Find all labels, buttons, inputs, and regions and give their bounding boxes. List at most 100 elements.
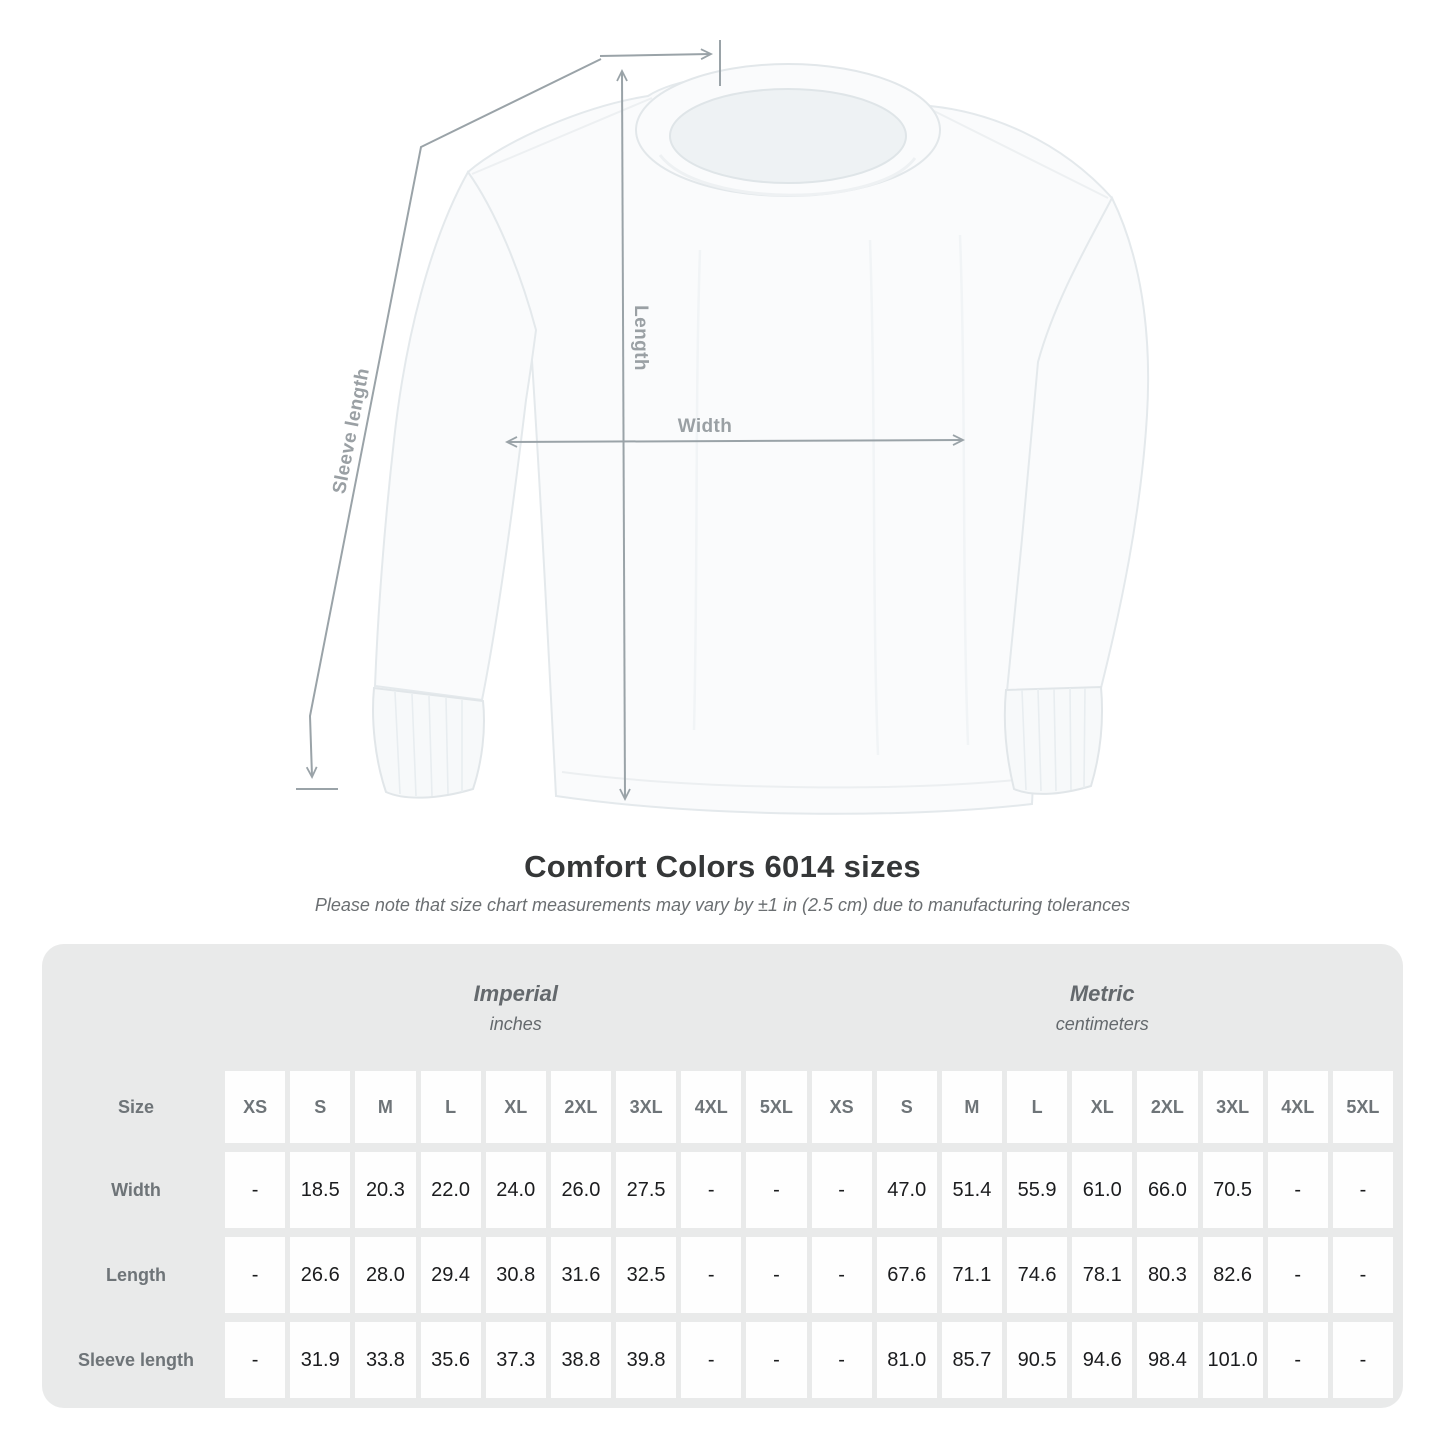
size-column-header: Size — [117, 1096, 155, 1117]
measurement-cell-imperial: 27.5 — [616, 1152, 677, 1228]
measurement-cell-imperial: 31.9 — [290, 1322, 351, 1398]
measurement-cell-imperial: - — [746, 1152, 807, 1228]
measurement-cell-imperial: 20.3 — [355, 1152, 416, 1228]
left-sleeve — [373, 170, 538, 702]
metric-label: Metric — [1069, 981, 1135, 1006]
measurement-cell-metric: 70.5 — [1202, 1152, 1263, 1228]
measurement-cell-metric: - — [1267, 1322, 1328, 1398]
measurement-cell-metric: 94.6 — [1072, 1322, 1133, 1398]
size-header-metric-l: L — [1007, 1071, 1068, 1143]
measurement-cell-metric: - — [811, 1152, 872, 1228]
size-header-imperial-3xl: 3XL — [616, 1071, 677, 1143]
wrinkle-line — [692, 249, 702, 731]
measurement-cell-imperial: - — [225, 1152, 286, 1228]
measurement-cell-imperial: 32.5 — [616, 1237, 677, 1313]
measurement-cell-metric: 80.3 — [1137, 1237, 1198, 1313]
measurement-cell-imperial: 35.6 — [420, 1322, 481, 1398]
measurement-cell-imperial: 26.0 — [550, 1152, 611, 1228]
right-cuff — [1003, 685, 1103, 795]
measurement-cell-metric: 85.7 — [941, 1322, 1002, 1398]
measurement-cell-metric: 47.0 — [876, 1152, 937, 1228]
right-cuff-ribbing — [1021, 687, 1086, 792]
measurement-cell-imperial: 33.8 — [355, 1322, 416, 1398]
size-table: Imperial inches Metric centimeters Size X… — [42, 944, 1403, 1408]
size-header-metric-5xl: 5XL — [1332, 1071, 1393, 1143]
measurement-cell-imperial: - — [681, 1322, 742, 1398]
left-cuff — [372, 686, 485, 799]
measurement-cell-metric: 61.0 — [1072, 1152, 1133, 1228]
collar-shadow — [658, 154, 917, 197]
neck-offset-line — [599, 54, 710, 56]
row-label: Width — [111, 1179, 161, 1200]
measurement-cell-metric: 81.0 — [876, 1322, 937, 1398]
imperial-unit-header: Imperial inches — [225, 954, 807, 1062]
measurement-cell-metric: - — [1267, 1152, 1328, 1228]
measurement-cell-metric: 55.9 — [1007, 1152, 1068, 1228]
measurement-cell-metric: 90.5 — [1007, 1322, 1068, 1398]
page-title: Comfort Colors 6014 sizes — [524, 849, 921, 884]
collar-opening — [669, 88, 907, 184]
length-label: Length — [630, 305, 651, 371]
unit-header-spacer — [52, 954, 220, 1062]
measurement-cell-metric: 101.0 — [1202, 1322, 1263, 1398]
measurement-cell-metric: 74.6 — [1007, 1237, 1068, 1313]
measurement-cell-imperial: - — [746, 1322, 807, 1398]
measurement-cell-metric: - — [1267, 1237, 1328, 1313]
measurement-cell-imperial: - — [225, 1237, 286, 1313]
size-header-metric-xl: XL — [1072, 1071, 1133, 1143]
metric-unit-header: Metric centimeters — [812, 954, 1394, 1062]
size-header-imperial-xl: XL — [485, 1071, 546, 1143]
measurement-cell-imperial: - — [681, 1152, 742, 1228]
size-header-imperial-l: L — [420, 1071, 481, 1143]
row-label: Length — [106, 1264, 166, 1285]
size-header-imperial-4xl: 4XL — [681, 1071, 742, 1143]
measurement-cell-imperial: 29.4 — [420, 1237, 481, 1313]
measurement-cell-metric: 51.4 — [941, 1152, 1002, 1228]
measurement-cell-metric: 67.6 — [876, 1237, 937, 1313]
wrinkle-line — [958, 234, 970, 746]
size-header-metric-s: S — [876, 1071, 937, 1143]
metric-unit: centimeters — [1055, 1014, 1149, 1034]
size-header-imperial-s: S — [290, 1071, 351, 1143]
size-header-imperial-5xl: 5XL — [746, 1071, 807, 1143]
measurement-cell-metric: - — [1332, 1152, 1393, 1228]
imperial-unit: inches — [489, 1014, 542, 1034]
measurement-cell-imperial: 37.3 — [485, 1322, 546, 1398]
measurement-cell-imperial: - — [225, 1322, 286, 1398]
sleeve-length-line — [310, 58, 602, 776]
size-header-imperial-xs: XS — [225, 1071, 286, 1143]
size-header-metric-3xl: 3XL — [1202, 1071, 1263, 1143]
measurement-cell-imperial: 39.8 — [616, 1322, 677, 1398]
measurement-cell-imperial: 30.8 — [485, 1237, 546, 1313]
measurement-cell-metric: 71.1 — [941, 1237, 1002, 1313]
size-header-metric-xs: XS — [811, 1071, 872, 1143]
width-line — [508, 440, 962, 442]
width-label: Width — [677, 416, 733, 437]
wrinkle-line — [868, 239, 880, 756]
measurement-cell-imperial: 18.5 — [290, 1152, 351, 1228]
measurement-cell-metric: 98.4 — [1137, 1322, 1198, 1398]
measurement-cell-imperial: - — [746, 1237, 807, 1313]
measurement-cell-imperial: 22.0 — [420, 1152, 481, 1228]
size-header-imperial-2xl: 2XL — [550, 1071, 611, 1143]
measurement-cell-imperial: 26.6 — [290, 1237, 351, 1313]
measurement-cell-metric: 78.1 — [1072, 1237, 1133, 1313]
measurement-cell-metric: - — [1332, 1322, 1393, 1398]
size-header-metric-m: M — [941, 1071, 1002, 1143]
row-label: Sleeve length — [77, 1349, 195, 1370]
tolerance-note: Please note that size chart measurements… — [314, 895, 1131, 915]
size-header-metric-4xl: 4XL — [1267, 1071, 1328, 1143]
measurement-cell-metric: 66.0 — [1137, 1152, 1198, 1228]
imperial-label: Imperial — [473, 981, 558, 1006]
left-cuff-ribbing — [394, 691, 463, 797]
measurement-cell-metric: - — [811, 1322, 872, 1398]
measurement-cell-imperial: 28.0 — [355, 1237, 416, 1313]
size-header-imperial-m: M — [355, 1071, 416, 1143]
measurement-cell-metric: - — [1332, 1237, 1393, 1313]
measurement-cell-imperial: 31.6 — [550, 1237, 611, 1313]
measurement-cell-imperial: 24.0 — [485, 1152, 546, 1228]
measurement-lines — [296, 40, 962, 798]
shirt-diagram — [296, 40, 1150, 815]
measurement-cell-metric: 82.6 — [1202, 1237, 1263, 1313]
